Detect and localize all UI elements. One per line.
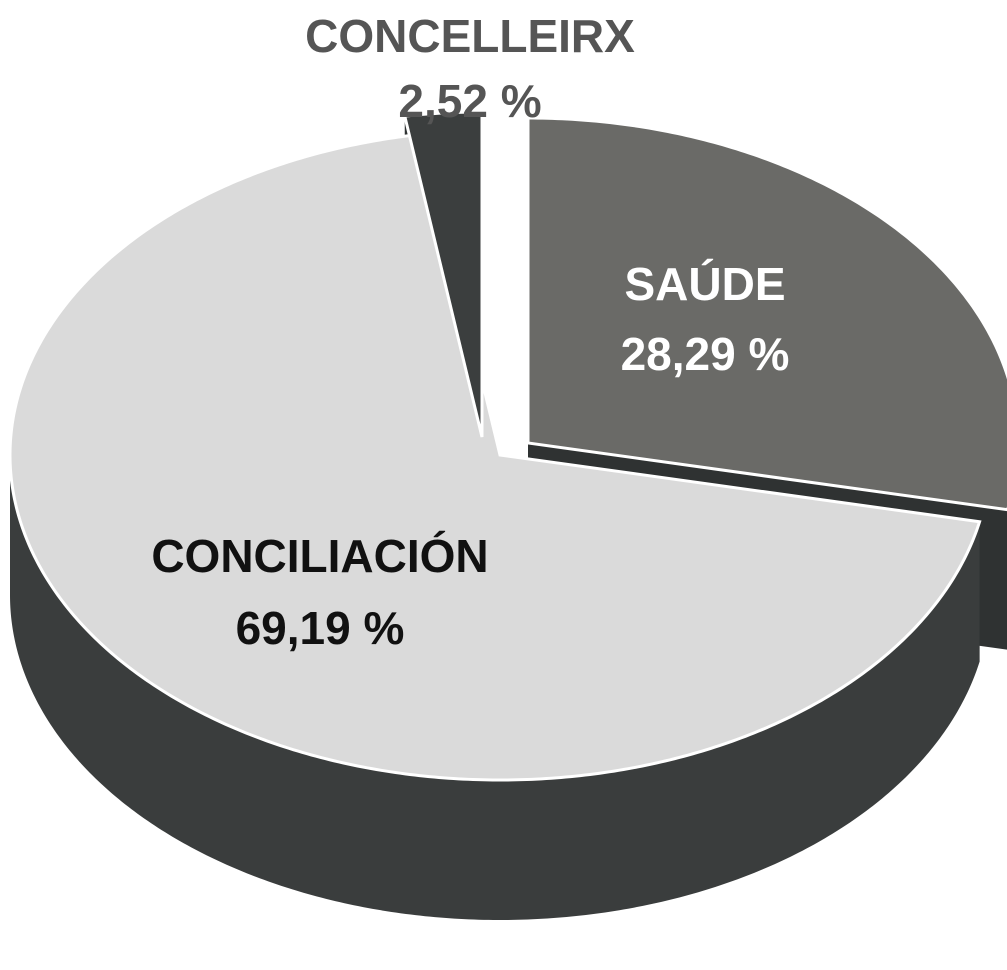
pie-slice [8,132,982,782]
pie-slice [402,110,484,438]
slice-value-label: 69,19 % [236,602,405,654]
slice-side [10,455,980,920]
slice-label: CONCILIACIÓN [151,530,488,582]
slice-tops [8,110,1007,782]
slice-value-label: 28,29 % [621,328,790,380]
slice-label: CONCELLEIRX [305,10,635,62]
slice-label: SAÚDE [624,258,785,310]
pie-slice [526,116,1007,512]
slice-value-label: 2,52 % [398,75,541,127]
